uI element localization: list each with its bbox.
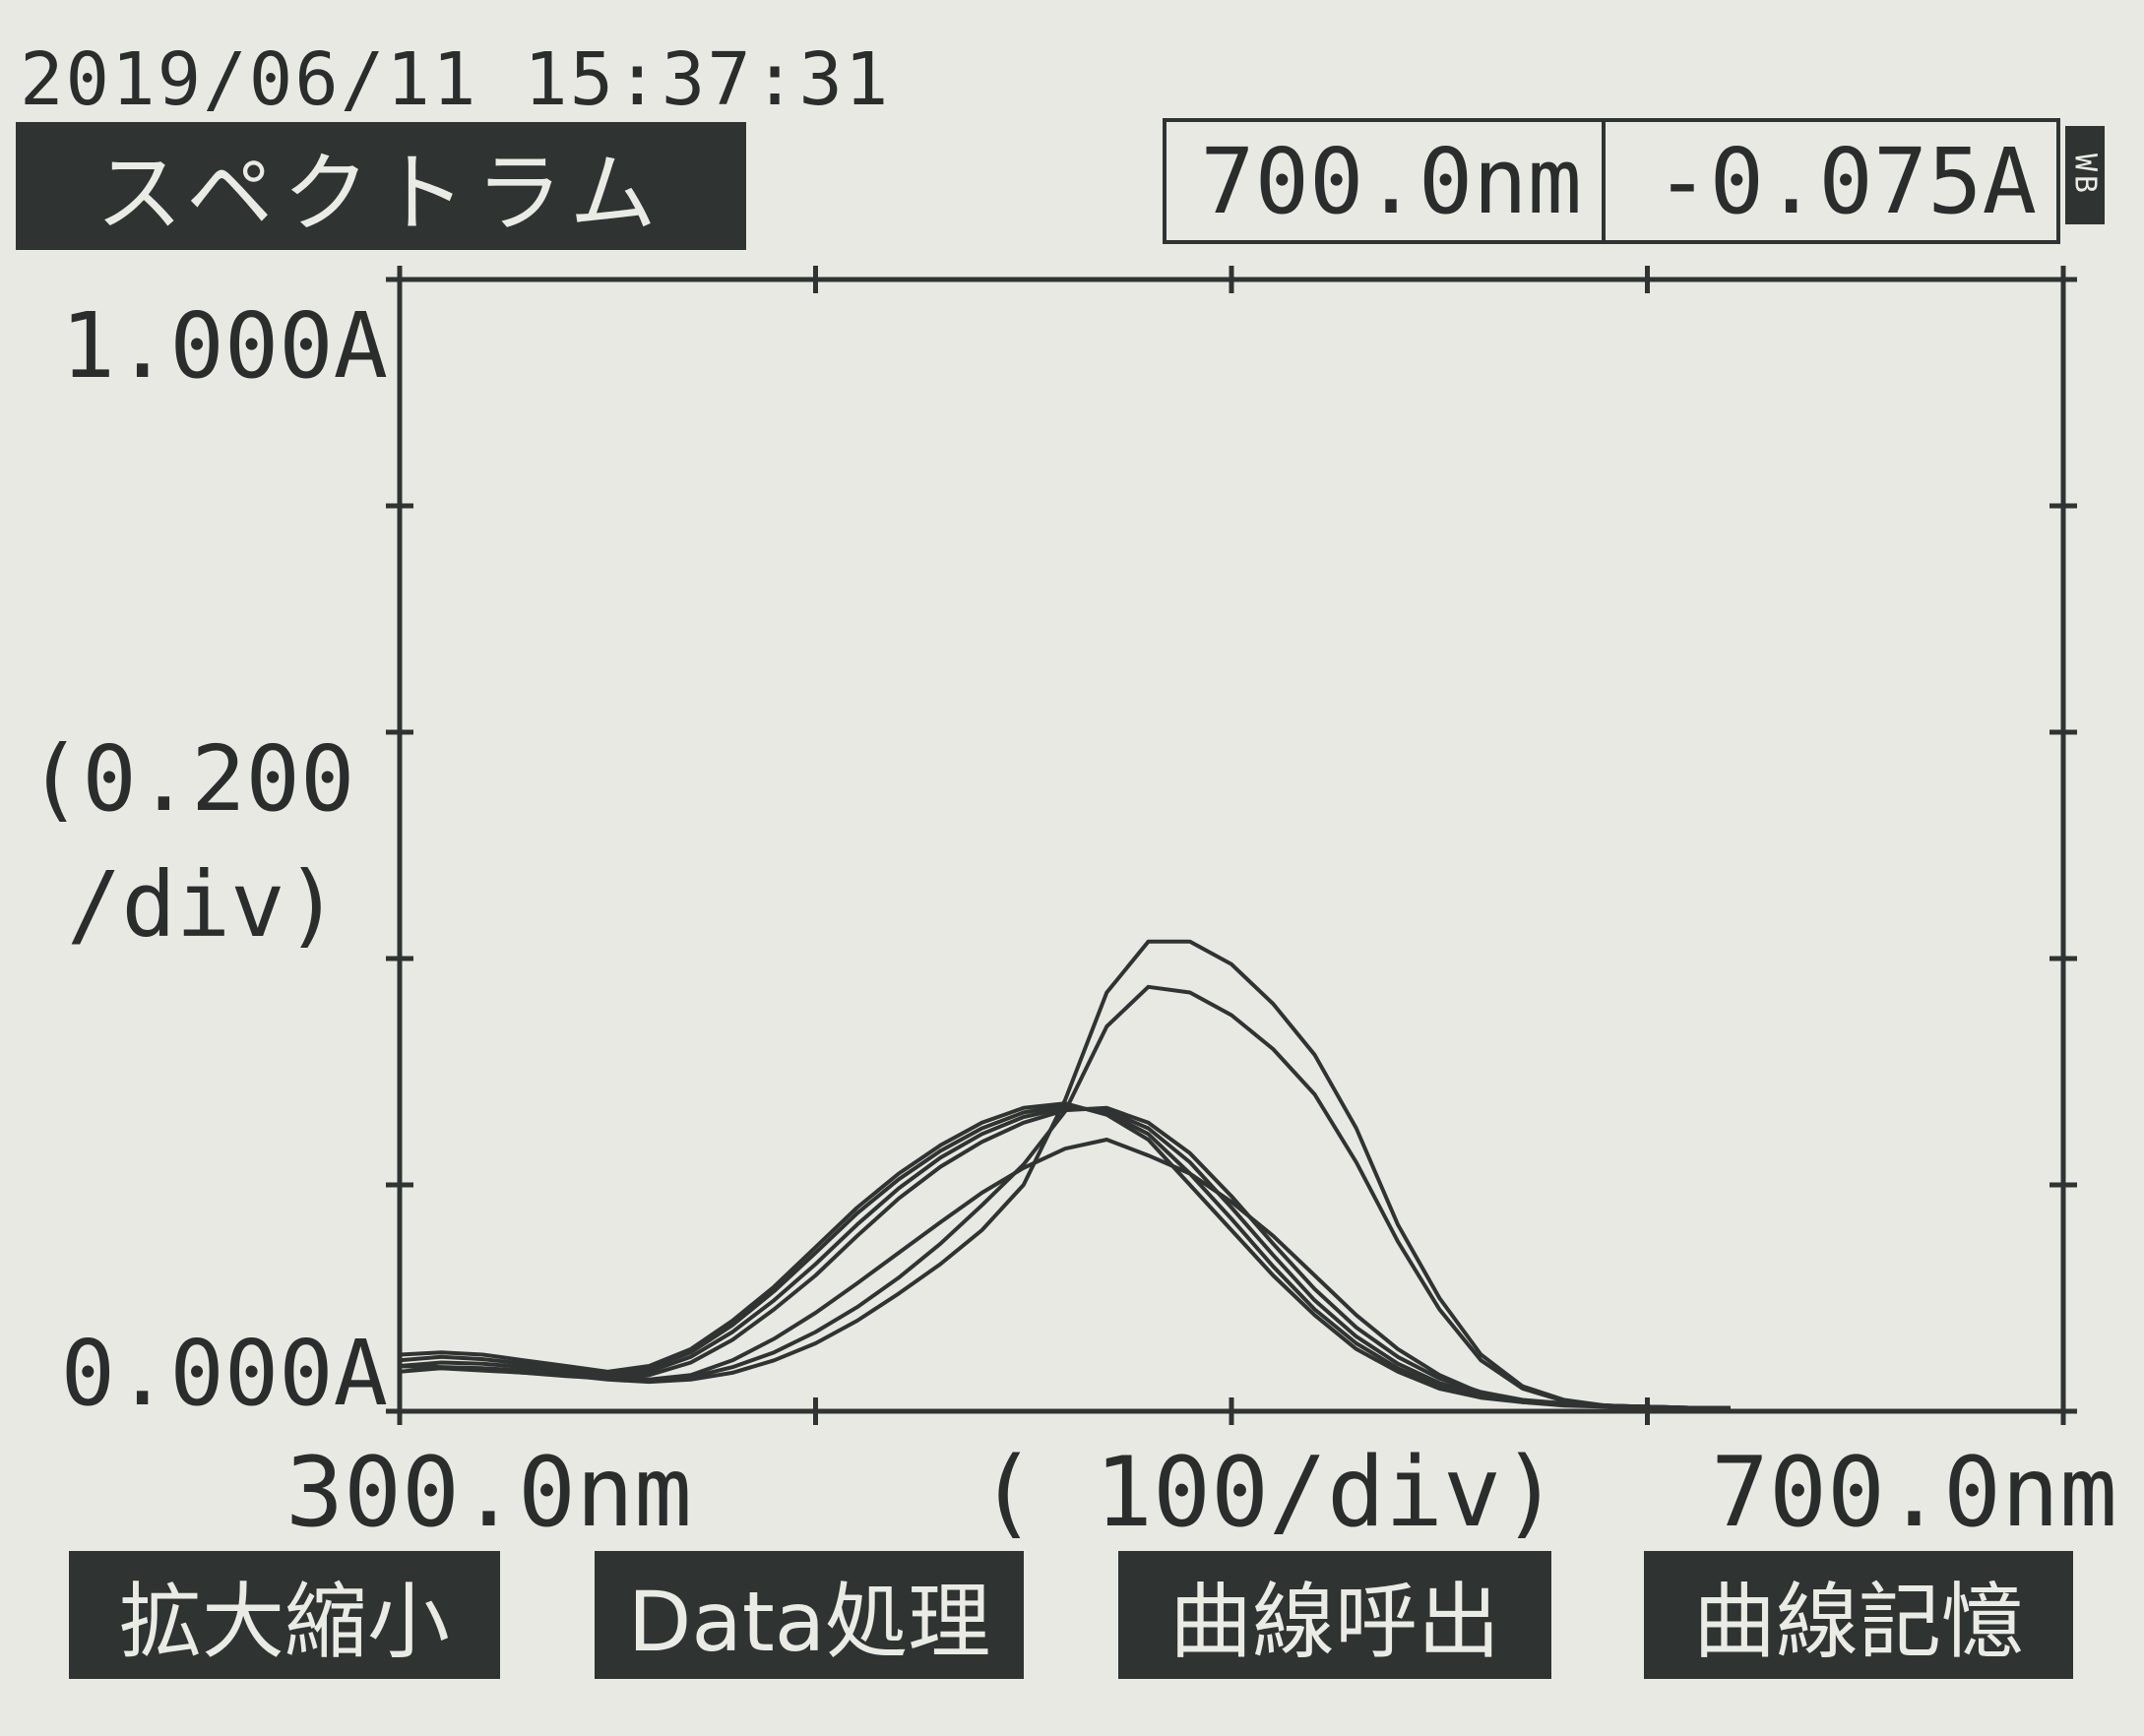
- y-min-label: 0.000A: [60, 1321, 388, 1426]
- y-division-unit: /div): [67, 852, 340, 958]
- axis-ticks: [386, 266, 2077, 1425]
- cursor-wavelength: 700.0nm: [1167, 122, 1606, 240]
- softkey-zoom[interactable]: 拡大縮小: [69, 1551, 500, 1679]
- mode-title: スペクトラム: [16, 122, 746, 250]
- spectrum-curve-7: [399, 939, 1648, 1410]
- y-division-value: (0.200: [28, 726, 355, 832]
- spectrum-curve-4: [399, 1105, 1731, 1410]
- softkey-data-processing[interactable]: Data処理: [595, 1551, 1024, 1679]
- softkey-curve-store[interactable]: 曲線記憶: [1644, 1551, 2073, 1679]
- x-min-label: 300.0nm: [285, 1437, 693, 1549]
- mode-tab[interactable]: WB: [2065, 126, 2105, 224]
- plot-frame: [397, 277, 2066, 1414]
- softkey-curve-recall[interactable]: 曲線呼出: [1118, 1551, 1551, 1679]
- spectrum-curve-2: [399, 1103, 1731, 1410]
- spectrum-curves: [399, 939, 1731, 1410]
- spectrum-curve-6: [399, 984, 1648, 1410]
- cursor-readout: 700.0nm -0.075A: [1163, 118, 2060, 244]
- y-max-label: 1.000A: [60, 293, 388, 399]
- x-division-label: ( 100/div): [978, 1437, 1560, 1549]
- x-max-label: 700.0nm: [1711, 1437, 2118, 1549]
- timestamp: 2019/06/11 15:37:31: [20, 37, 891, 122]
- spectrum-curve-3: [399, 1105, 1731, 1410]
- y-division-label: (0.200 /div): [28, 716, 355, 968]
- cursor-absorbance: -0.075A: [1655, 128, 2037, 234]
